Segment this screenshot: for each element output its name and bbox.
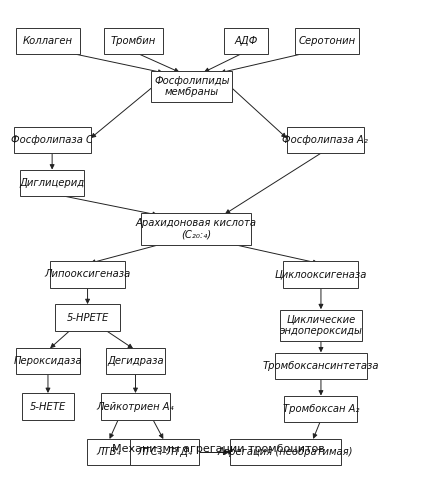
FancyBboxPatch shape <box>106 347 165 374</box>
Text: Липооксигеназа: Липооксигеназа <box>44 269 131 280</box>
Text: 5-НРЕТЕ: 5-НРЕТЕ <box>66 313 109 323</box>
Text: Коллаген: Коллаген <box>23 36 73 46</box>
FancyBboxPatch shape <box>86 439 130 466</box>
Text: ЛТС₄–ЛТД₄: ЛТС₄–ЛТД₄ <box>137 447 192 457</box>
Text: 5-НЕТЕ: 5-НЕТЕ <box>30 402 66 411</box>
FancyBboxPatch shape <box>224 28 268 54</box>
Text: Циклические
эндопероксиды: Циклические эндопероксиды <box>280 314 362 336</box>
Text: ЛТВ₄: ЛТВ₄ <box>96 447 121 457</box>
FancyBboxPatch shape <box>295 28 359 54</box>
Text: Механизмы агрегации тромбоцитов: Механизмы агрегации тромбоцитов <box>113 444 325 454</box>
FancyBboxPatch shape <box>101 393 170 420</box>
Text: Лейкотриен А₄: Лейкотриен А₄ <box>97 402 174 411</box>
FancyBboxPatch shape <box>104 28 163 54</box>
Text: Диглицерид: Диглицерид <box>20 178 85 188</box>
Text: Фосфолипаза С: Фосфолипаза С <box>11 135 93 145</box>
Text: Пероксидаза: Пероксидаза <box>14 356 82 366</box>
FancyBboxPatch shape <box>230 439 341 466</box>
Text: Циклооксигеназа: Циклооксигеназа <box>275 269 367 280</box>
Text: АДФ: АДФ <box>234 36 258 46</box>
Text: Тромбоксан А₂: Тромбоксан А₂ <box>283 404 359 414</box>
FancyBboxPatch shape <box>15 347 80 374</box>
FancyBboxPatch shape <box>50 261 125 287</box>
Text: Серотонин: Серотонин <box>299 36 356 46</box>
Text: Агрегация (необратимая): Агрегация (необратимая) <box>218 447 353 457</box>
Text: Фосфолипаза А₂: Фосфолипаза А₂ <box>282 135 368 145</box>
Text: Тромбин: Тромбин <box>111 36 156 46</box>
FancyBboxPatch shape <box>141 213 251 244</box>
FancyBboxPatch shape <box>20 170 84 196</box>
FancyBboxPatch shape <box>275 353 367 379</box>
Text: Дегидраза: Дегидраза <box>107 356 164 366</box>
Text: Тромбоксансинтетаза: Тромбоксансинтетаза <box>263 361 379 371</box>
FancyBboxPatch shape <box>151 71 232 102</box>
FancyBboxPatch shape <box>286 127 364 153</box>
FancyBboxPatch shape <box>280 309 362 341</box>
FancyBboxPatch shape <box>15 28 80 54</box>
FancyBboxPatch shape <box>285 396 357 422</box>
FancyBboxPatch shape <box>22 393 74 420</box>
FancyBboxPatch shape <box>55 305 120 331</box>
Text: Арахидоновая кислота
(С₂₀:₄): Арахидоновая кислота (С₂₀:₄) <box>135 218 256 240</box>
Text: Фосфолипиды
мембраны: Фосфолипиды мембраны <box>154 76 230 98</box>
FancyBboxPatch shape <box>130 439 199 466</box>
FancyBboxPatch shape <box>283 261 359 287</box>
FancyBboxPatch shape <box>14 127 91 153</box>
